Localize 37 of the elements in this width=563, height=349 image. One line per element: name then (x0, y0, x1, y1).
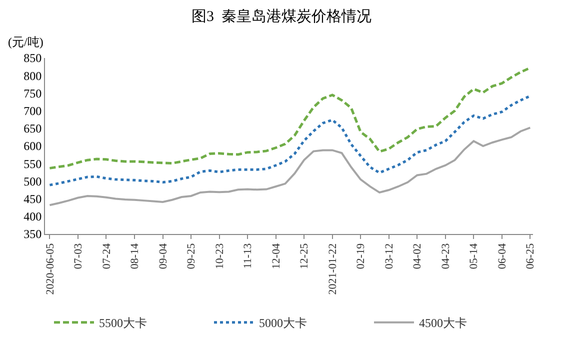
x-tick-label: 04-02 (412, 243, 424, 270)
x-tick-label: 02-19 (355, 242, 368, 270)
x-tick-label: 05-14 (468, 242, 480, 270)
y-tick-label: 750 (24, 86, 42, 100)
line-series (48, 66, 532, 170)
x-tick-label: 12-25 (298, 242, 311, 270)
y-tick-label: 400 (24, 210, 42, 224)
y-tick-label: 600 (24, 139, 42, 154)
y-tick-label: 650 (24, 122, 42, 136)
y-tick-label: 800 (24, 68, 42, 83)
x-tick-label: 07-24 (100, 242, 113, 270)
legend-label: 4500大卡 (419, 316, 467, 330)
line-series (48, 126, 532, 206)
y-tick-label: 700 (24, 104, 42, 118)
chart-title: 图3 秦皇岛港煤炭价格情况 (192, 8, 372, 25)
x-tick-label: 08-14 (129, 242, 142, 270)
y-tick-label: 450 (24, 192, 42, 206)
line-series (48, 94, 532, 186)
x-tick-label: 09-04 (157, 242, 170, 270)
x-tick-label: 12-04 (270, 242, 282, 270)
y-tick-label: 350 (24, 227, 42, 242)
x-tick-label: 2020-06-05 (44, 242, 56, 295)
x-tick-label: 06-04 (496, 242, 508, 270)
y-axis-title: (元/吨) (8, 35, 44, 49)
y-tick-label: 850 (24, 51, 42, 66)
x-tick-label: 2021-01-22 (326, 243, 339, 295)
x-tick-label: 04-23 (440, 242, 452, 270)
legend-label: 5500大卡 (99, 316, 147, 330)
legend-label: 5000大卡 (259, 316, 307, 330)
x-tick-label: 06-25 (524, 242, 537, 270)
x-tick-label: 11-13 (242, 242, 254, 269)
y-tick-label: 500 (24, 174, 42, 188)
x-tick-label: 03-12 (383, 243, 396, 270)
y-tick-label: 550 (24, 156, 42, 171)
x-tick-label: 09-25 (186, 242, 198, 270)
x-tick-label: 07-03 (72, 242, 85, 270)
x-tick-label: 10-23 (214, 242, 226, 270)
